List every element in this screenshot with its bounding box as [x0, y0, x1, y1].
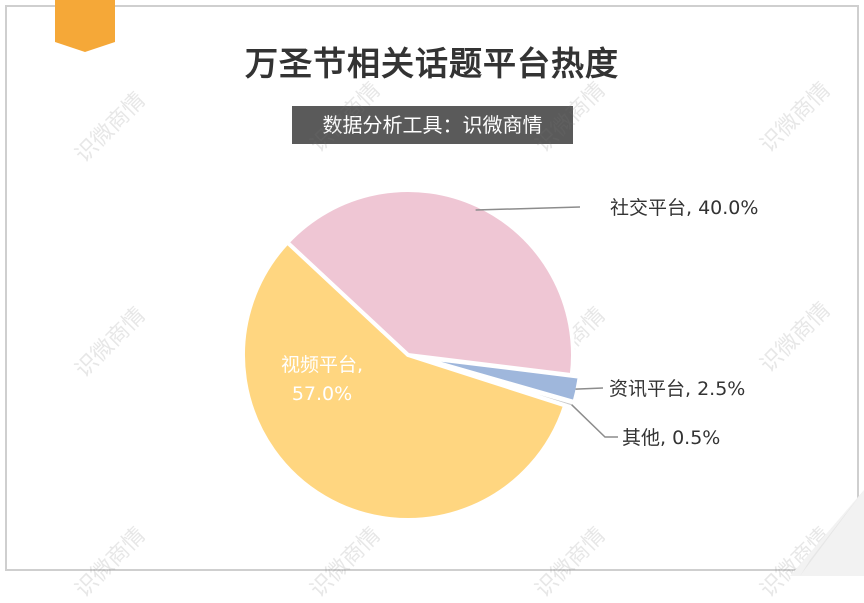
data-label-video-value: 57.0% — [292, 383, 352, 405]
chart-title: 万圣节相关话题平台热度 — [245, 44, 619, 83]
data-label-social: 社交平台, 40.0% — [610, 197, 758, 219]
pie-slice-4 — [241, 239, 568, 522]
data-label-info: 资讯平台, 2.5% — [609, 378, 745, 400]
page-curl — [790, 490, 864, 576]
leader-line-other — [571, 404, 618, 438]
corner-bookmark — [55, 0, 115, 52]
data-label-other: 其他, 0.5% — [622, 427, 720, 449]
data-label-video-name: 视频平台, — [281, 354, 363, 376]
pie-slice-1 — [284, 188, 575, 378]
leader-line-info — [575, 387, 604, 390]
pie-chart: 社交平台, 40.0% 资讯平台, 2.5% 其他, 0.5% 视频平台, 57.0% — [241, 188, 758, 522]
chart-subtitle: 数据分析工具：识微商情 — [292, 106, 573, 144]
leader-line-social — [475, 206, 581, 211]
